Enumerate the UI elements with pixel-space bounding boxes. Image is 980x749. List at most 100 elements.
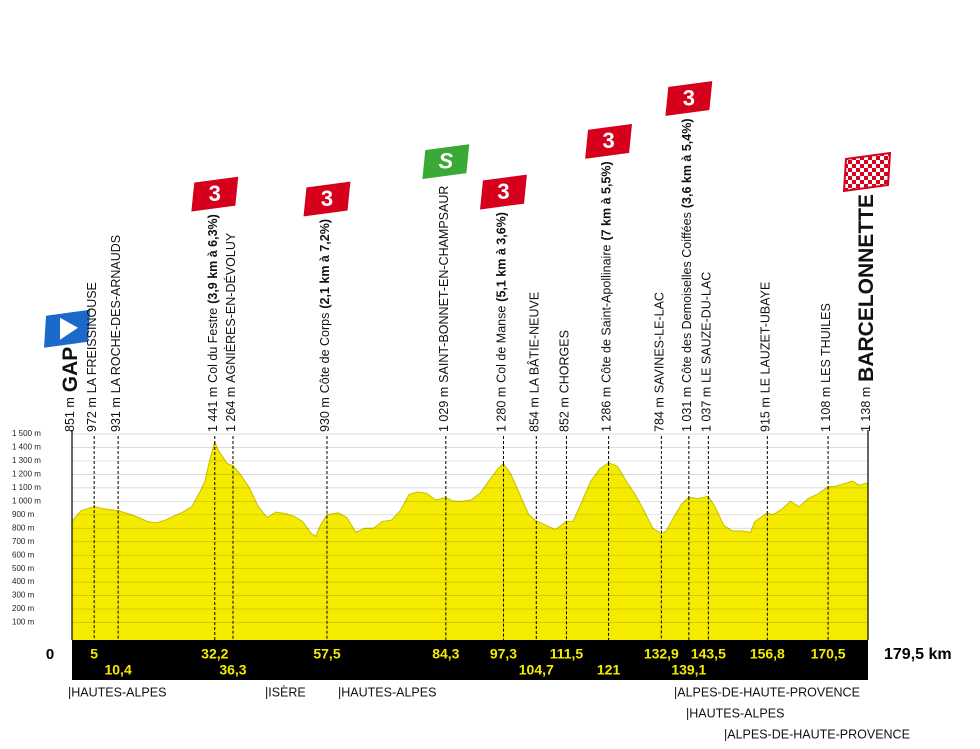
x-tick-label: 57,5 (313, 646, 340, 662)
x-tick-label: 84,3 (432, 646, 459, 662)
x-tick-label: 0 (46, 646, 54, 663)
waypoint-altitude: 915 m (759, 397, 773, 432)
waypoint-label: 930 m Côte de Corps (2,1 km à 7,2%) (318, 219, 332, 432)
waypoint-altitude: 931 m (109, 397, 123, 432)
badge-label: 3 (209, 181, 221, 206)
badge (421, 142, 471, 181)
waypoint-altitude: 1 031 m (680, 387, 694, 432)
waypoint-altitude: 1 138 m (859, 387, 873, 432)
waypoint-altitude: 1 029 m (437, 387, 451, 432)
waypoint-name: SAVINES-LE-LAC (653, 292, 667, 393)
x-tick-label: 111,5 (550, 646, 584, 662)
x-tick-label: 143,5 (691, 646, 726, 662)
waypoint-altitude: 784 m (653, 397, 667, 432)
waypoint-label: 1 037 m LE SAUZE-DU-LAC (700, 272, 714, 432)
waypoint-label: 851 m GAP (59, 347, 82, 432)
x-tick-label: 170,5 (811, 646, 846, 662)
y-tick-label: 1 100 m (12, 483, 41, 492)
y-tick-label: 400 m (12, 577, 35, 586)
y-tick-label: 1 200 m (12, 470, 41, 479)
waypoint-altitude: 1 280 m (495, 387, 509, 432)
x-tick-label: 97,3 (490, 646, 517, 662)
badge-label: 3 (321, 186, 333, 211)
waypoint-name: Côte des Demoiselles Coiffées (680, 212, 694, 383)
waypoint-label: 1 031 m Côte des Demoiselles Coiffées (3,6… (680, 119, 694, 433)
y-tick-label: 800 m (12, 523, 35, 532)
y-tick-label: 1 500 m (12, 429, 41, 438)
region-label: |ISÈRE (265, 684, 306, 699)
waypoint-label: 1 108 m LES THUILES (819, 303, 833, 432)
waypoint-label: 1 264 m AGNIÈRES-EN-DÉVOLUY (223, 232, 238, 432)
x-tick-label: 156,8 (750, 646, 785, 662)
badge (584, 122, 634, 160)
badge (478, 173, 529, 211)
region-label: |ALPES-DE-HAUTE-PROVENCE (724, 727, 910, 741)
climb-detail: (5,1 km à 3,6%) (495, 212, 509, 302)
waypoint-altitude: 930 m (318, 397, 332, 432)
y-tick-label: 500 m (12, 564, 35, 573)
y-tick-label: 200 m (12, 604, 35, 613)
y-tick-label: 600 m (12, 550, 35, 559)
waypoint-name: Côte de Corps (318, 313, 332, 394)
waypoint-label: 784 m SAVINES-LE-LAC (653, 292, 667, 432)
y-tick-label: 900 m (12, 510, 35, 519)
waypoint-name: LES THUILES (819, 303, 833, 383)
finish-icon (842, 151, 892, 193)
waypoint-altitude: 1 441 m (206, 387, 220, 432)
waypoint-name: LA FREISSINOUSE (85, 282, 99, 393)
waypoint-label: 1 441 m Col du Festre (3,9 km à 6,3%) (206, 214, 220, 432)
start-arrow (60, 317, 78, 340)
x-tick-label: 5 (90, 646, 98, 662)
x-tick-label: 121 (597, 662, 621, 678)
region-label: |ALPES-DE-HAUTE-PROVENCE (674, 685, 860, 699)
badge (302, 180, 352, 218)
waypoint-label: 1 029 m SAINT-BONNET-EN-CHAMPSAUR (437, 186, 451, 432)
waypoint-label: 931 m LA ROCHE-DES-ARNAUDS (109, 235, 123, 432)
waypoint-altitude: 1 264 m (224, 387, 238, 432)
waypoint-label: 1 286 m Côte de Saint-Apollinaire (7 km à … (600, 161, 614, 432)
y-tick-label: 300 m (12, 591, 35, 600)
y-tick-label: 1 400 m (12, 443, 41, 452)
x-tick-label: 132,9 (644, 646, 679, 662)
waypoint-label: 1 280 m Col de Manse (5,1 km à 3,6%) (495, 212, 509, 432)
waypoint-name: AGNIÈRES-EN-DÉVOLUY (223, 232, 238, 383)
waypoint-label: 972 m LA FREISSINOUSE (85, 282, 99, 432)
waypoint-name: Côte de Saint-Apollinaire (600, 245, 614, 383)
badge-label: 3 (683, 85, 695, 110)
waypoint-name: BARCELONNETTE (855, 194, 878, 382)
waypoint-name: Col de Manse (495, 306, 509, 383)
waypoint-name: SAINT-BONNET-EN-CHAMPSAUR (437, 186, 451, 383)
badge-label: 3 (602, 128, 614, 153)
waypoint-altitude: 972 m (85, 397, 99, 432)
climb-detail: (3,6 km à 5,4%) (680, 119, 694, 209)
profile-line (71, 440, 869, 538)
climb-detail: (2,1 km à 7,2%) (318, 219, 332, 309)
badge-label: 3 (497, 179, 509, 204)
waypoint-altitude: 852 m (558, 397, 572, 432)
km-band (72, 640, 868, 680)
y-tick-label: 1 300 m (12, 456, 41, 465)
climb-detail: (7 km à 5,5%) (600, 161, 614, 240)
y-tick-label: 1 000 m (12, 496, 41, 505)
waypoint-name: LA BÂTIE-NEUVE (527, 292, 542, 393)
badge (190, 175, 240, 213)
waypoint-label: 1 138 m BARCELONNETTE (855, 194, 878, 432)
x-tick-label: 139,1 (671, 662, 706, 678)
waypoint-name: LE SAUZE-DU-LAC (700, 272, 714, 383)
x-tick-label: 10,4 (104, 662, 131, 678)
x-tick-label: 104,7 (519, 662, 554, 678)
climb-detail: (3,9 km à 6,3%) (206, 214, 220, 304)
waypoint-altitude: 851 m (63, 397, 77, 432)
waypoint-altitude: 854 m (528, 397, 542, 432)
x-tick-label: 36,3 (219, 662, 246, 678)
y-tick-label: 100 m (12, 618, 35, 627)
region-label: |HAUTES-ALPES (338, 685, 436, 699)
region-label: |HAUTES-ALPES (68, 685, 166, 699)
waypoint-name: CHORGES (558, 330, 572, 393)
waypoint-name: GAP (59, 347, 82, 393)
waypoint-altitude: 1 037 m (700, 387, 714, 432)
waypoint-name: Col du Festre (206, 308, 220, 383)
badge (664, 79, 714, 118)
